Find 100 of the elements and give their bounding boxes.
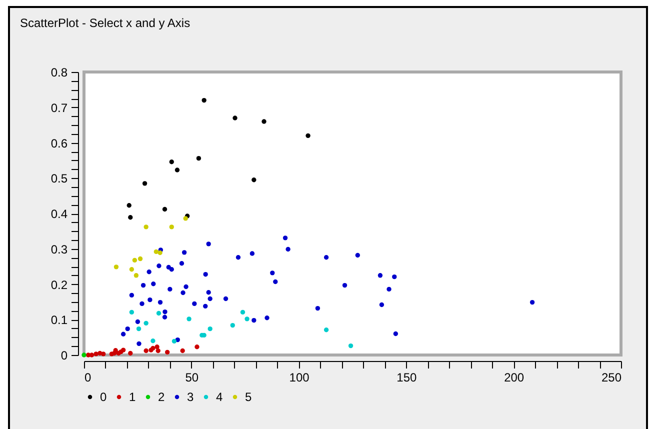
legend-label: 5 (245, 390, 252, 404)
point (162, 310, 168, 314)
point (183, 216, 188, 221)
x-tick-label: 50 (185, 370, 199, 384)
point (196, 156, 202, 161)
point (262, 119, 266, 124)
point (148, 297, 152, 302)
point (128, 350, 133, 356)
point (144, 348, 148, 354)
point (379, 302, 384, 308)
point (208, 296, 212, 302)
point (206, 290, 211, 295)
point (203, 304, 208, 309)
y-tick-label: 0.5 (50, 172, 68, 186)
point (154, 249, 159, 254)
point (392, 274, 397, 280)
point (82, 352, 86, 358)
point (286, 246, 290, 252)
x-tick-label: 250 (601, 370, 622, 384)
point (140, 301, 144, 306)
point (186, 316, 192, 322)
point (179, 261, 184, 266)
point (264, 316, 270, 320)
point (144, 224, 148, 230)
legend-label: 4 (216, 390, 223, 404)
point (156, 264, 162, 268)
point (162, 206, 168, 212)
y-tick-label: 0.2 (50, 278, 68, 292)
y-tick-label: 0.6 (50, 136, 68, 150)
point (324, 255, 329, 260)
x-tick-label: 200 (504, 370, 524, 384)
point (236, 255, 241, 260)
point (252, 178, 256, 182)
point (126, 203, 132, 208)
x-tick-label: 0 (84, 370, 92, 384)
legend-label: 3 (187, 390, 194, 404)
point (194, 344, 200, 350)
point (146, 270, 152, 274)
point (150, 338, 156, 344)
point (184, 284, 188, 290)
point (230, 322, 235, 328)
point (174, 168, 180, 172)
legend-label: 0 (100, 390, 107, 404)
point (129, 267, 134, 272)
point (156, 310, 162, 316)
y-tick-label: 0.3 (50, 242, 68, 256)
point (180, 290, 186, 296)
point (114, 264, 119, 270)
point (134, 273, 139, 278)
point (324, 328, 329, 332)
point (129, 310, 134, 315)
chart-title: ScatterPlot - Select x and y Axis (20, 16, 190, 30)
point (182, 250, 187, 255)
point (169, 267, 174, 272)
point (140, 282, 146, 288)
y-tick-label: 0.1 (50, 313, 68, 328)
point (151, 282, 156, 286)
point (393, 331, 398, 336)
point (250, 251, 255, 256)
point (158, 250, 162, 256)
point (306, 133, 310, 138)
point (144, 320, 148, 326)
x-tick-label: 150 (396, 370, 418, 384)
point (315, 306, 320, 311)
point (164, 350, 170, 355)
point (135, 319, 140, 324)
point (273, 279, 278, 284)
point (128, 215, 133, 220)
point (94, 352, 98, 356)
point (202, 98, 206, 103)
point (113, 348, 118, 353)
point (156, 348, 160, 354)
point (270, 270, 275, 276)
y-tick-label: 0.4 (50, 207, 68, 221)
point (154, 344, 160, 350)
point (125, 326, 130, 332)
point (252, 318, 256, 323)
point (162, 314, 168, 320)
legend-label: 2 (158, 390, 165, 404)
point (136, 326, 142, 332)
y-tick-label: 0.8 (50, 66, 68, 80)
point (168, 286, 172, 292)
point (240, 310, 246, 315)
point (136, 341, 142, 346)
point (169, 160, 174, 164)
point (223, 296, 228, 302)
point (232, 116, 238, 120)
point (120, 332, 126, 336)
point (169, 224, 174, 230)
point (355, 252, 360, 258)
point (203, 272, 208, 277)
point (192, 301, 197, 306)
point (530, 300, 535, 305)
point (142, 181, 148, 186)
point (386, 286, 392, 292)
y-tick-label: 0.7 (50, 100, 68, 115)
y-tick-label: 0 (60, 348, 68, 362)
legend-label: 1 (129, 390, 136, 404)
point (180, 348, 185, 354)
point (378, 273, 383, 278)
